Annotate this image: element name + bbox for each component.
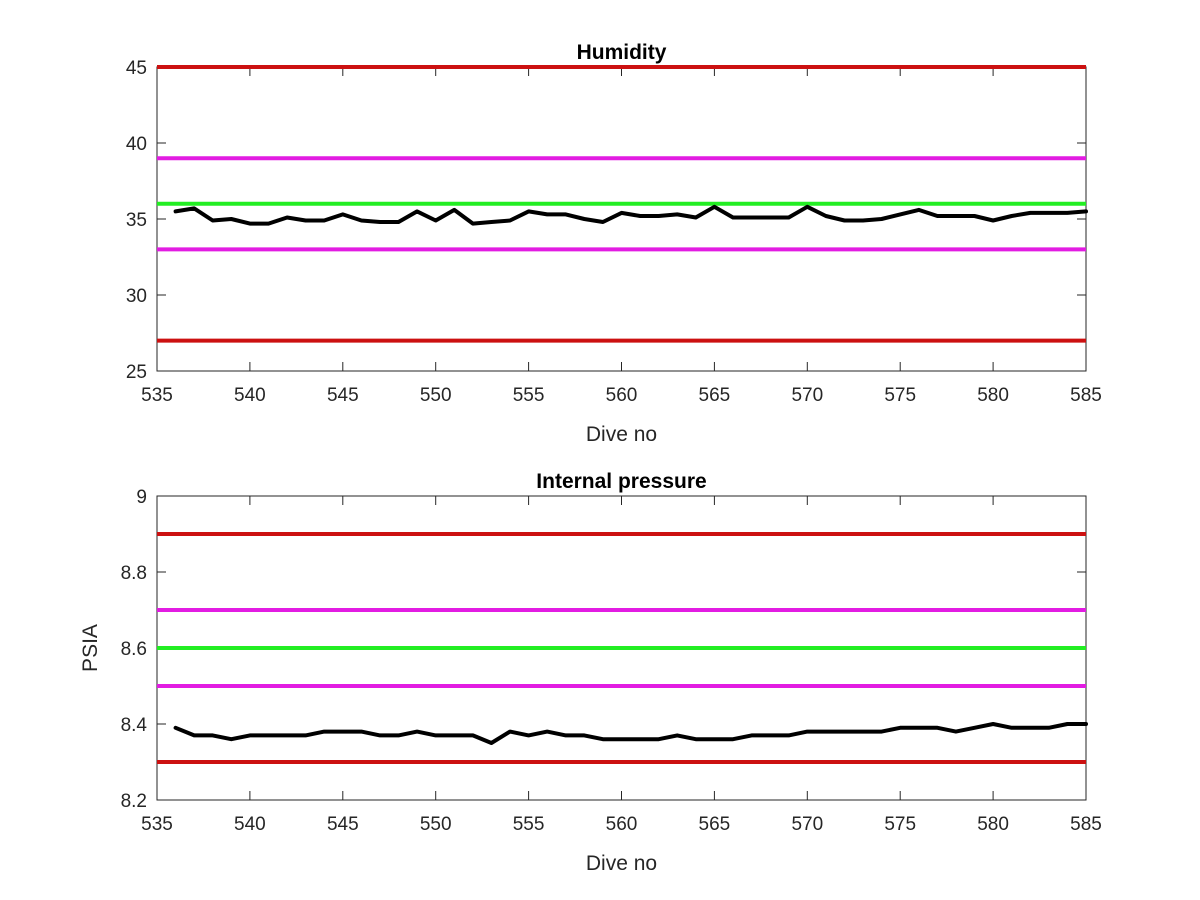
y-tick-label: 8.2: [121, 791, 147, 812]
y-tick-label: 8.4: [121, 715, 148, 736]
x-tick-label: 535: [141, 385, 173, 406]
x-tick-label: 580: [977, 385, 1009, 406]
chart-title: Internal pressure: [536, 470, 706, 493]
y-tick-label: 8.6: [121, 639, 147, 660]
y-tick-label: 30: [126, 286, 147, 307]
x-tick-label: 545: [327, 385, 359, 406]
x-tick-label: 565: [699, 814, 731, 835]
x-tick-label: 570: [791, 385, 823, 406]
x-tick-label: 585: [1070, 385, 1102, 406]
x-tick-label: 550: [420, 814, 452, 835]
x-tick-label: 580: [977, 814, 1009, 835]
x-tick-label: 575: [884, 814, 916, 835]
y-tick-label: 9: [136, 487, 147, 508]
x-tick-label: 540: [234, 385, 266, 406]
y-tick-label: 45: [126, 58, 147, 79]
x-axis-label: Dive no: [586, 852, 657, 875]
y-tick-label: 40: [126, 134, 147, 155]
x-axis-label: Dive no: [586, 423, 657, 446]
x-tick-label: 550: [420, 385, 452, 406]
x-tick-label: 570: [791, 814, 823, 835]
x-tick-label: 565: [699, 385, 731, 406]
y-axis-label: PSIA: [79, 624, 102, 672]
internal-pressure-axes: 535 540 545 550 555 560 565 570 575 580 585 8.2 8.4 8…: [79, 470, 1102, 875]
humidity-data-line: [173, 204, 1088, 226]
x-tick-label: 575: [884, 385, 916, 406]
x-tick-label: 555: [513, 385, 545, 406]
humidity-axes: 535 540 545 550 555 560 565 570 575 580 585 25 30 35 4…: [126, 41, 1102, 446]
x-tick-label: 535: [141, 814, 173, 835]
pressure-data-line: [173, 722, 1088, 745]
x-tick-label: 545: [327, 814, 359, 835]
y-tick-label: 8.8: [121, 563, 147, 584]
x-tick-label: 540: [234, 814, 266, 835]
chart-title: Humidity: [577, 41, 667, 64]
x-tick-label: 555: [513, 814, 545, 835]
x-tick-label: 560: [606, 814, 638, 835]
y-tick-label: 25: [126, 362, 147, 383]
x-tick-label: 585: [1070, 814, 1102, 835]
x-tick-label: 560: [606, 385, 638, 406]
y-tick-label: 35: [126, 210, 147, 231]
